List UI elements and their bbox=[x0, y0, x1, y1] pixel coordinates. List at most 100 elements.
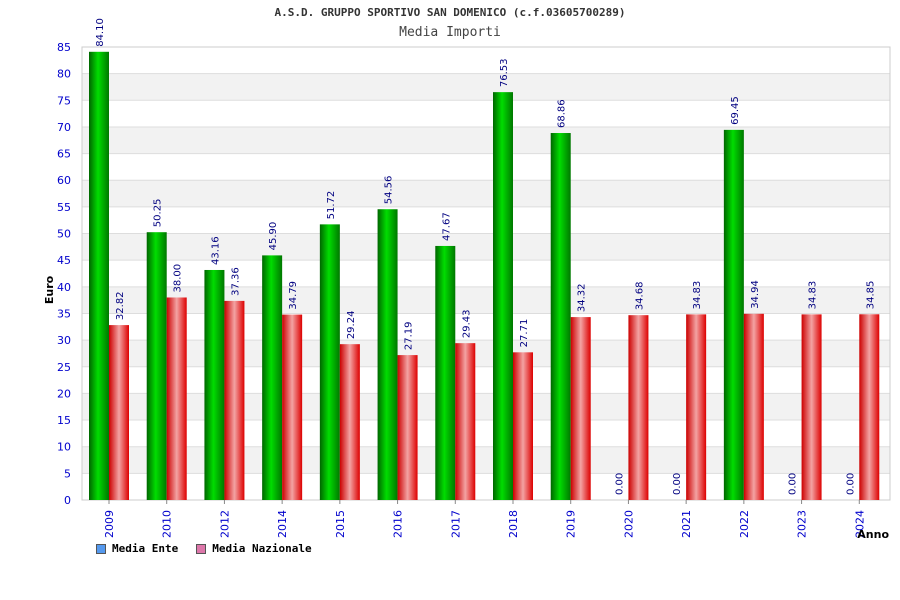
bar-media-ente bbox=[262, 255, 283, 500]
bar-media-nazionale bbox=[743, 313, 764, 500]
bar-media-nazionale bbox=[339, 344, 360, 500]
bar-media-ente bbox=[146, 232, 167, 500]
bar-media-nazionale bbox=[686, 314, 707, 500]
data-label: 38.00 bbox=[173, 264, 184, 293]
y-tick-label: 55 bbox=[57, 201, 71, 214]
data-label: 32.82 bbox=[115, 291, 126, 320]
x-tick-label: 2017 bbox=[449, 510, 462, 538]
x-axis: 2009 2010 2012 2014 2015 2016 2017 2018 2019 2020… bbox=[103, 500, 866, 538]
bar-media-nazionale bbox=[224, 300, 245, 500]
chart-subtitle: Media Importi bbox=[399, 25, 501, 40]
y-tick-label: 75 bbox=[57, 94, 71, 107]
y-tick-label: 85 bbox=[57, 41, 71, 54]
grid-band bbox=[82, 233, 890, 261]
data-label: 34.32 bbox=[577, 283, 588, 312]
bar-media-nazionale bbox=[166, 297, 187, 500]
grid-band bbox=[82, 420, 890, 447]
data-label: 84.10 bbox=[95, 18, 106, 47]
data-label: 29.24 bbox=[346, 311, 357, 340]
bar-media-ente bbox=[319, 224, 340, 500]
y-tick-label: 40 bbox=[57, 281, 71, 294]
y-tick-label: 30 bbox=[57, 334, 71, 347]
y-axis: 0 5 10 15 20 25 30 35 40 45 50 55 60 65 70 75 80 85 bbox=[57, 41, 71, 507]
bar-media-nazionale bbox=[801, 314, 822, 500]
x-tick-label: 2020 bbox=[622, 510, 635, 538]
bar-media-nazionale bbox=[109, 325, 129, 500]
grid-band bbox=[82, 313, 890, 341]
x-tick-label: 2012 bbox=[218, 510, 231, 538]
grid-band bbox=[82, 260, 890, 287]
data-label: 37.36 bbox=[230, 267, 241, 296]
data-label: 0.00 bbox=[614, 473, 625, 495]
y-tick-label: 35 bbox=[57, 307, 71, 320]
y-tick-label: 15 bbox=[57, 414, 71, 427]
y-tick-label: 65 bbox=[57, 148, 71, 161]
y-tick-label: 5 bbox=[64, 467, 71, 480]
bar-media-nazionale bbox=[628, 315, 649, 500]
bar-media-ente bbox=[89, 51, 109, 500]
data-label: 47.67 bbox=[441, 212, 452, 241]
x-tick-label: 2010 bbox=[161, 510, 174, 538]
bar-media-nazionale bbox=[455, 343, 476, 500]
data-label: 51.72 bbox=[326, 191, 337, 220]
data-label: 29.43 bbox=[461, 310, 472, 339]
bar-media-ente bbox=[493, 92, 513, 501]
grid-band bbox=[82, 366, 890, 394]
data-label: 45.90 bbox=[268, 222, 279, 251]
y-tick-label: 0 bbox=[64, 494, 71, 507]
data-label: 54.56 bbox=[384, 176, 395, 205]
x-tick-label: 2009 bbox=[103, 510, 116, 538]
data-label: 69.45 bbox=[730, 96, 741, 125]
y-tick-label: 70 bbox=[57, 121, 71, 134]
data-label: 0.00 bbox=[788, 473, 799, 495]
legend: Media Ente Media Nazionale bbox=[96, 542, 312, 555]
x-tick-label: 2016 bbox=[392, 510, 405, 538]
y-tick-label: 10 bbox=[57, 441, 71, 454]
legend-label-nazionale: Media Nazionale bbox=[212, 542, 312, 555]
y-tick-label: 45 bbox=[57, 254, 71, 267]
bar-media-nazionale bbox=[859, 314, 880, 500]
y-tick-label: 20 bbox=[57, 387, 71, 400]
data-label: 50.25 bbox=[153, 199, 164, 228]
grid-band bbox=[82, 473, 890, 500]
x-axis-title: Anno bbox=[857, 528, 889, 541]
bar-media-ente bbox=[723, 129, 744, 500]
x-tick-label: 2019 bbox=[565, 510, 578, 538]
bar-media-ente bbox=[204, 269, 225, 500]
x-tick-label: 2023 bbox=[796, 510, 809, 538]
grid-band bbox=[82, 340, 890, 367]
bar-media-ente bbox=[435, 245, 456, 500]
grid-band bbox=[82, 180, 890, 207]
grid-band bbox=[82, 100, 890, 127]
x-tick-label: 2024 bbox=[853, 510, 866, 538]
x-tick-label: 2022 bbox=[738, 510, 751, 538]
bar-media-ente bbox=[377, 209, 398, 500]
legend-swatch-ente bbox=[96, 543, 106, 554]
grid-band bbox=[82, 286, 890, 314]
grid-band bbox=[82, 206, 890, 234]
grid-band bbox=[82, 126, 890, 154]
y-tick-label: 60 bbox=[57, 174, 71, 187]
bars: 84.10 32.82 50.25 38.00 43.16 37.36 45.90 34.79… bbox=[89, 18, 880, 501]
data-label: 34.83 bbox=[692, 281, 703, 310]
data-label: 27.71 bbox=[519, 319, 530, 348]
x-tick-label: 2014 bbox=[276, 510, 289, 538]
data-label: 0.00 bbox=[845, 473, 856, 495]
bar-media-nazionale bbox=[513, 352, 533, 500]
grid-band bbox=[82, 73, 890, 101]
grid-band bbox=[82, 446, 890, 474]
legend-swatch-nazionale bbox=[196, 543, 207, 554]
y-tick-label: 80 bbox=[57, 68, 71, 81]
data-label: 34.79 bbox=[288, 281, 299, 310]
bar-media-ente bbox=[550, 133, 571, 500]
bar-media-nazionale bbox=[570, 317, 591, 500]
x-tick-label: 2021 bbox=[680, 510, 693, 538]
data-label: 34.83 bbox=[808, 281, 819, 310]
legend-item-nazionale: Media Nazionale bbox=[196, 542, 312, 555]
chart-title: A.S.D. GRUPPO SPORTIVO SAN DOMENICO (c.f… bbox=[274, 6, 626, 19]
data-label: 0.00 bbox=[672, 473, 683, 495]
bar-media-nazionale bbox=[397, 355, 418, 500]
plot-frame bbox=[81, 46, 891, 501]
data-label: 34.85 bbox=[865, 281, 876, 310]
grid-band bbox=[82, 47, 890, 74]
